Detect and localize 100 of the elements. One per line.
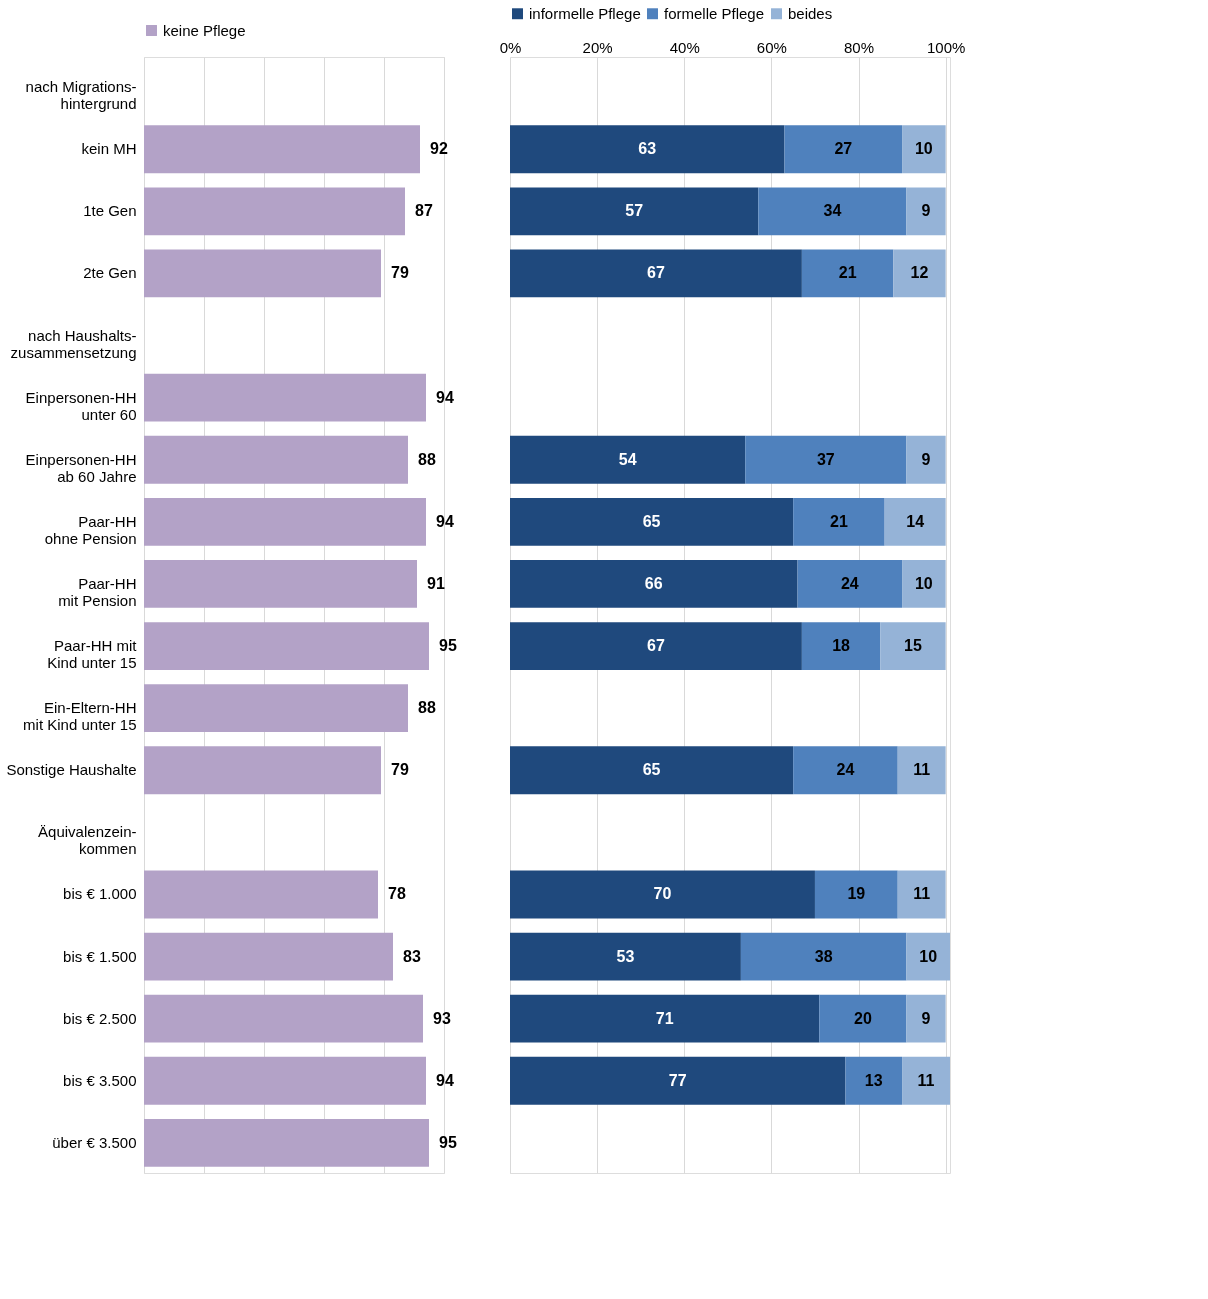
y-tick-label: bis € 1.500 xyxy=(63,947,137,965)
bar xyxy=(906,932,950,981)
bar xyxy=(510,560,798,608)
data-label: 57 xyxy=(625,202,644,220)
bar xyxy=(144,684,408,733)
bar xyxy=(893,249,946,298)
y-tick-label: Paar-HH ohne Pension xyxy=(44,512,137,547)
data-label: 37 xyxy=(816,450,835,468)
data-label: 11 xyxy=(913,885,931,903)
data-label: 91 xyxy=(427,574,445,592)
bar xyxy=(902,125,946,174)
y-tick-label: nach Migrations- hintergrund xyxy=(25,78,137,113)
bar xyxy=(144,373,426,422)
y-tick-label: bis € 1.000 xyxy=(63,885,137,903)
data-label: 87 xyxy=(415,202,433,220)
bar xyxy=(144,560,417,608)
bar xyxy=(510,187,759,236)
data-label: 65 xyxy=(642,512,661,530)
data-label: 24 xyxy=(836,761,855,779)
data-label: 9 xyxy=(921,202,931,220)
y-tick-label: Sonstige Haushalte xyxy=(6,761,137,779)
legend-label: formelle Pflege xyxy=(664,4,765,22)
data-label: 20 xyxy=(853,1009,872,1027)
data-label: 83 xyxy=(403,947,421,965)
data-label: 10 xyxy=(914,140,933,158)
data-label: 79 xyxy=(391,264,409,282)
data-label: 66 xyxy=(644,574,663,592)
data-label: 78 xyxy=(388,885,406,903)
bar xyxy=(144,497,426,546)
y-tick-label: Äquivalenzein- kommen xyxy=(38,823,137,858)
data-label: 10 xyxy=(919,947,938,965)
legend-label: keine Pflege xyxy=(163,21,246,39)
data-label: 21 xyxy=(838,264,857,282)
x-tick-label: 0% xyxy=(499,38,522,56)
bar xyxy=(510,1056,846,1105)
data-label: 95 xyxy=(439,637,457,655)
data-label: 9 xyxy=(921,1009,931,1027)
bar xyxy=(784,125,903,174)
data-label: 54 xyxy=(618,450,637,468)
y-tick-label: 2te Gen xyxy=(83,264,137,282)
data-label: 18 xyxy=(832,637,851,655)
bar xyxy=(902,560,946,608)
data-label: 10 xyxy=(914,574,933,592)
data-label: 92 xyxy=(430,140,448,158)
data-label: 79 xyxy=(391,761,409,779)
bar xyxy=(144,435,408,484)
bar xyxy=(745,435,907,484)
data-label: 21 xyxy=(830,512,848,530)
bar xyxy=(897,870,946,919)
y-tick-label: Paar-HH mit Kind unter 15 xyxy=(47,637,138,672)
bar xyxy=(510,870,815,919)
data-label: 94 xyxy=(436,388,454,406)
bar xyxy=(144,622,429,670)
bar xyxy=(144,1118,429,1167)
data-label: 11 xyxy=(913,761,931,779)
bar xyxy=(797,560,903,608)
data-label: 67 xyxy=(647,637,665,655)
bar xyxy=(740,932,907,981)
data-label: 9 xyxy=(921,450,931,468)
y-tick-label: bis € 3.500 xyxy=(63,1071,137,1089)
y-tick-label: über € 3.500 xyxy=(52,1133,137,1151)
y-tick-label: nach Haushalts- zusammensetzung xyxy=(10,326,137,361)
y-tick-label: kein MH xyxy=(81,140,137,158)
bar xyxy=(510,249,802,298)
legend-label: informelle Pflege xyxy=(529,4,641,22)
bar xyxy=(897,746,946,795)
data-label: 94 xyxy=(436,1071,454,1089)
data-label: 63 xyxy=(638,140,657,158)
data-label: 15 xyxy=(904,637,922,655)
bar xyxy=(510,497,794,546)
bar xyxy=(144,1056,426,1105)
data-label: 94 xyxy=(436,512,454,530)
x-tick-label: 40% xyxy=(669,38,700,56)
data-label: 27 xyxy=(834,140,853,158)
data-label: 95 xyxy=(439,1133,457,1151)
data-label: 71 xyxy=(655,1009,674,1027)
x-tick-label: 80% xyxy=(844,38,875,56)
y-tick-label: Ein-Eltern-HH mit Kind unter 15 xyxy=(23,699,137,734)
legend-label: beides xyxy=(788,4,833,22)
y-tick-label: Einpersonen-HH unter 60 xyxy=(25,388,137,423)
data-label: 70 xyxy=(653,885,672,903)
bar xyxy=(819,994,907,1043)
bar xyxy=(510,932,741,981)
bar xyxy=(144,249,381,298)
data-label: 65 xyxy=(642,761,661,779)
bar xyxy=(801,622,881,670)
bar xyxy=(793,746,898,795)
bar xyxy=(510,746,794,795)
data-label: 38 xyxy=(814,947,833,965)
bar xyxy=(906,187,946,236)
bar xyxy=(902,1056,950,1105)
bar xyxy=(884,497,946,546)
data-label: 12 xyxy=(910,264,929,282)
data-label: 88 xyxy=(418,450,436,468)
y-tick-label: bis € 2.500 xyxy=(63,1009,137,1027)
bar xyxy=(814,870,898,919)
x-tick-label: 20% xyxy=(582,38,613,56)
bar xyxy=(793,497,885,546)
bar xyxy=(510,435,746,484)
data-label: 93 xyxy=(433,1009,451,1027)
